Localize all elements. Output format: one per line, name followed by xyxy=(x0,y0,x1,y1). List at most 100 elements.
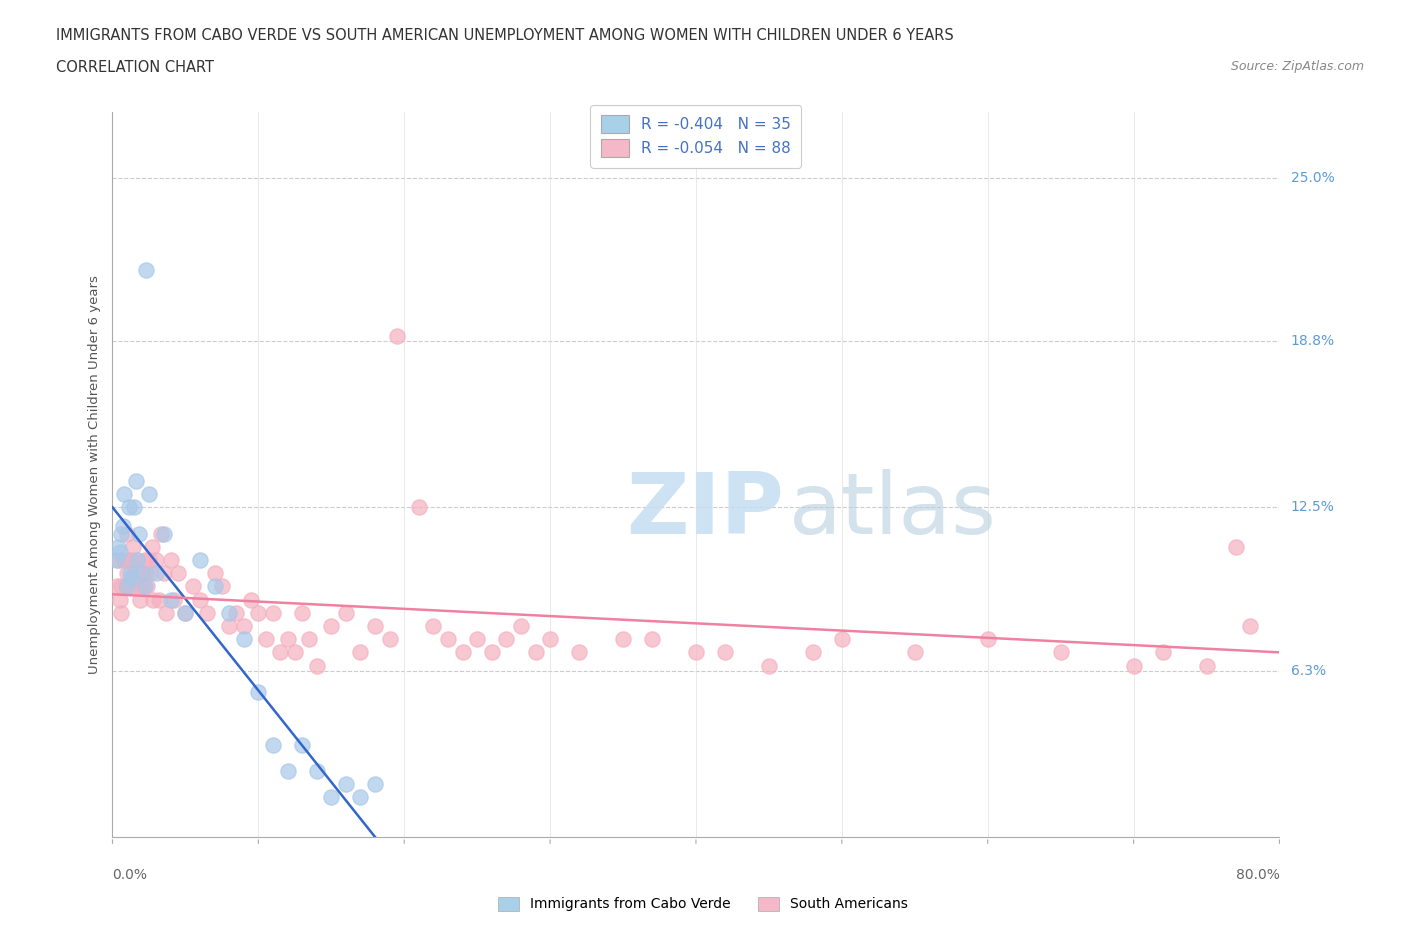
Point xyxy=(291,737,314,752)
Point xyxy=(408,499,430,514)
Point xyxy=(181,579,204,594)
Point xyxy=(134,552,156,567)
Point xyxy=(232,618,254,633)
Point xyxy=(115,579,138,594)
Point xyxy=(125,473,148,488)
Point xyxy=(118,579,141,594)
Point xyxy=(152,565,174,580)
Point xyxy=(127,552,149,567)
Point xyxy=(1225,539,1247,554)
Point xyxy=(125,565,148,580)
Point xyxy=(247,684,270,699)
Text: Source: ZipAtlas.com: Source: ZipAtlas.com xyxy=(1230,60,1364,73)
Point xyxy=(262,605,284,620)
Point xyxy=(132,579,155,594)
Point xyxy=(141,539,163,554)
Point xyxy=(364,777,387,791)
Point xyxy=(114,579,136,594)
Point xyxy=(131,565,153,580)
Point xyxy=(538,631,561,646)
Point xyxy=(131,565,153,580)
Point xyxy=(904,644,927,659)
Point xyxy=(232,631,254,646)
Point xyxy=(136,579,159,594)
Legend: Immigrants from Cabo Verde, South Americans: Immigrants from Cabo Verde, South Americ… xyxy=(491,890,915,919)
Point xyxy=(714,644,737,659)
Point xyxy=(801,644,824,659)
Point xyxy=(107,552,129,567)
Point xyxy=(277,631,299,646)
Point xyxy=(108,545,131,560)
Point xyxy=(269,644,291,659)
Point xyxy=(641,631,664,646)
Point xyxy=(225,605,247,620)
Point xyxy=(188,552,211,567)
Point xyxy=(111,518,134,533)
Point xyxy=(349,644,371,659)
Point xyxy=(112,486,135,501)
Point xyxy=(204,579,226,594)
Point xyxy=(111,552,134,567)
Point xyxy=(105,552,128,567)
Point xyxy=(1195,658,1218,673)
Text: 18.8%: 18.8% xyxy=(1291,334,1334,348)
Point xyxy=(117,499,139,514)
Point xyxy=(138,552,160,567)
Point xyxy=(305,764,328,778)
Point xyxy=(148,592,170,607)
Y-axis label: Unemployment Among Women with Children Under 6 years: Unemployment Among Women with Children U… xyxy=(89,275,101,673)
Point xyxy=(117,552,139,567)
Point xyxy=(110,605,132,620)
Text: CORRELATION CHART: CORRELATION CHART xyxy=(56,60,214,75)
Point xyxy=(465,631,488,646)
Point xyxy=(378,631,401,646)
Text: IMMIGRANTS FROM CABO VERDE VS SOUTH AMERICAN UNEMPLOYMENT AMONG WOMEN WITH CHILD: IMMIGRANTS FROM CABO VERDE VS SOUTH AMER… xyxy=(56,28,955,43)
Point xyxy=(124,499,146,514)
Text: 6.3%: 6.3% xyxy=(1291,664,1326,678)
Point xyxy=(321,618,343,633)
Text: ZIP: ZIP xyxy=(626,469,783,552)
Point xyxy=(142,592,165,607)
Point xyxy=(262,737,284,752)
Point xyxy=(128,579,150,594)
Point xyxy=(831,631,853,646)
Point xyxy=(422,618,444,633)
Point xyxy=(129,592,152,607)
Point xyxy=(211,579,233,594)
Point xyxy=(107,539,129,554)
Legend: R = -0.404   N = 35, R = -0.054   N = 88: R = -0.404 N = 35, R = -0.054 N = 88 xyxy=(591,105,801,167)
Text: 12.5%: 12.5% xyxy=(1291,500,1334,514)
Point xyxy=(115,565,138,580)
Point xyxy=(195,605,218,620)
Point xyxy=(298,631,321,646)
Point xyxy=(155,605,177,620)
Point xyxy=(110,579,132,594)
Text: 25.0%: 25.0% xyxy=(1291,170,1334,184)
Point xyxy=(160,552,183,567)
Point xyxy=(451,644,474,659)
Point xyxy=(321,790,343,804)
Point xyxy=(138,486,160,501)
Point xyxy=(110,526,132,541)
Point xyxy=(218,605,240,620)
Point xyxy=(685,644,707,659)
Point xyxy=(612,631,634,646)
Point xyxy=(240,592,263,607)
Point xyxy=(112,552,135,567)
Point xyxy=(481,644,503,659)
Point xyxy=(115,526,138,541)
Point xyxy=(124,579,146,594)
Point xyxy=(568,644,591,659)
Point xyxy=(335,605,357,620)
Point xyxy=(145,552,167,567)
Point xyxy=(174,605,197,620)
Point xyxy=(167,565,190,580)
Point xyxy=(204,565,226,580)
Point xyxy=(524,644,547,659)
Point xyxy=(218,618,240,633)
Point xyxy=(120,571,142,586)
Point xyxy=(758,658,780,673)
Point xyxy=(385,328,408,343)
Point xyxy=(976,631,998,646)
Point xyxy=(1152,644,1174,659)
